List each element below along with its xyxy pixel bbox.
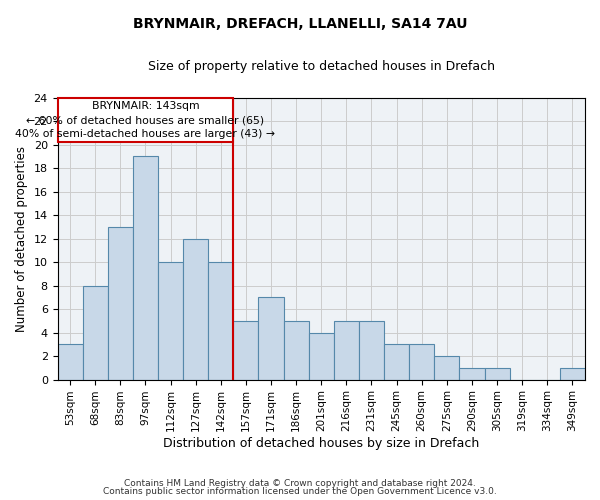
Bar <box>233 321 259 380</box>
Text: BRYNMAIR, DREFACH, LLANELLI, SA14 7AU: BRYNMAIR, DREFACH, LLANELLI, SA14 7AU <box>133 18 467 32</box>
Bar <box>83 286 108 380</box>
X-axis label: Distribution of detached houses by size in Drefach: Distribution of detached houses by size … <box>163 437 479 450</box>
Bar <box>58 344 83 380</box>
Bar <box>460 368 485 380</box>
Bar <box>259 298 284 380</box>
Y-axis label: Number of detached properties: Number of detached properties <box>15 146 28 332</box>
Bar <box>158 262 183 380</box>
Bar <box>409 344 434 380</box>
Bar <box>485 368 509 380</box>
Title: Size of property relative to detached houses in Drefach: Size of property relative to detached ho… <box>148 60 495 73</box>
Bar <box>108 227 133 380</box>
Bar <box>284 321 309 380</box>
Bar <box>359 321 384 380</box>
Bar <box>309 332 334 380</box>
Bar <box>384 344 409 380</box>
Bar <box>334 321 359 380</box>
Text: Contains public sector information licensed under the Open Government Licence v3: Contains public sector information licen… <box>103 487 497 496</box>
Bar <box>560 368 585 380</box>
Bar <box>133 156 158 380</box>
Bar <box>183 238 208 380</box>
Text: BRYNMAIR: 143sqm
← 60% of detached houses are smaller (65)
40% of semi-detached : BRYNMAIR: 143sqm ← 60% of detached house… <box>16 101 275 139</box>
Bar <box>434 356 460 380</box>
Bar <box>208 262 233 380</box>
Text: Contains HM Land Registry data © Crown copyright and database right 2024.: Contains HM Land Registry data © Crown c… <box>124 478 476 488</box>
FancyBboxPatch shape <box>58 98 233 142</box>
